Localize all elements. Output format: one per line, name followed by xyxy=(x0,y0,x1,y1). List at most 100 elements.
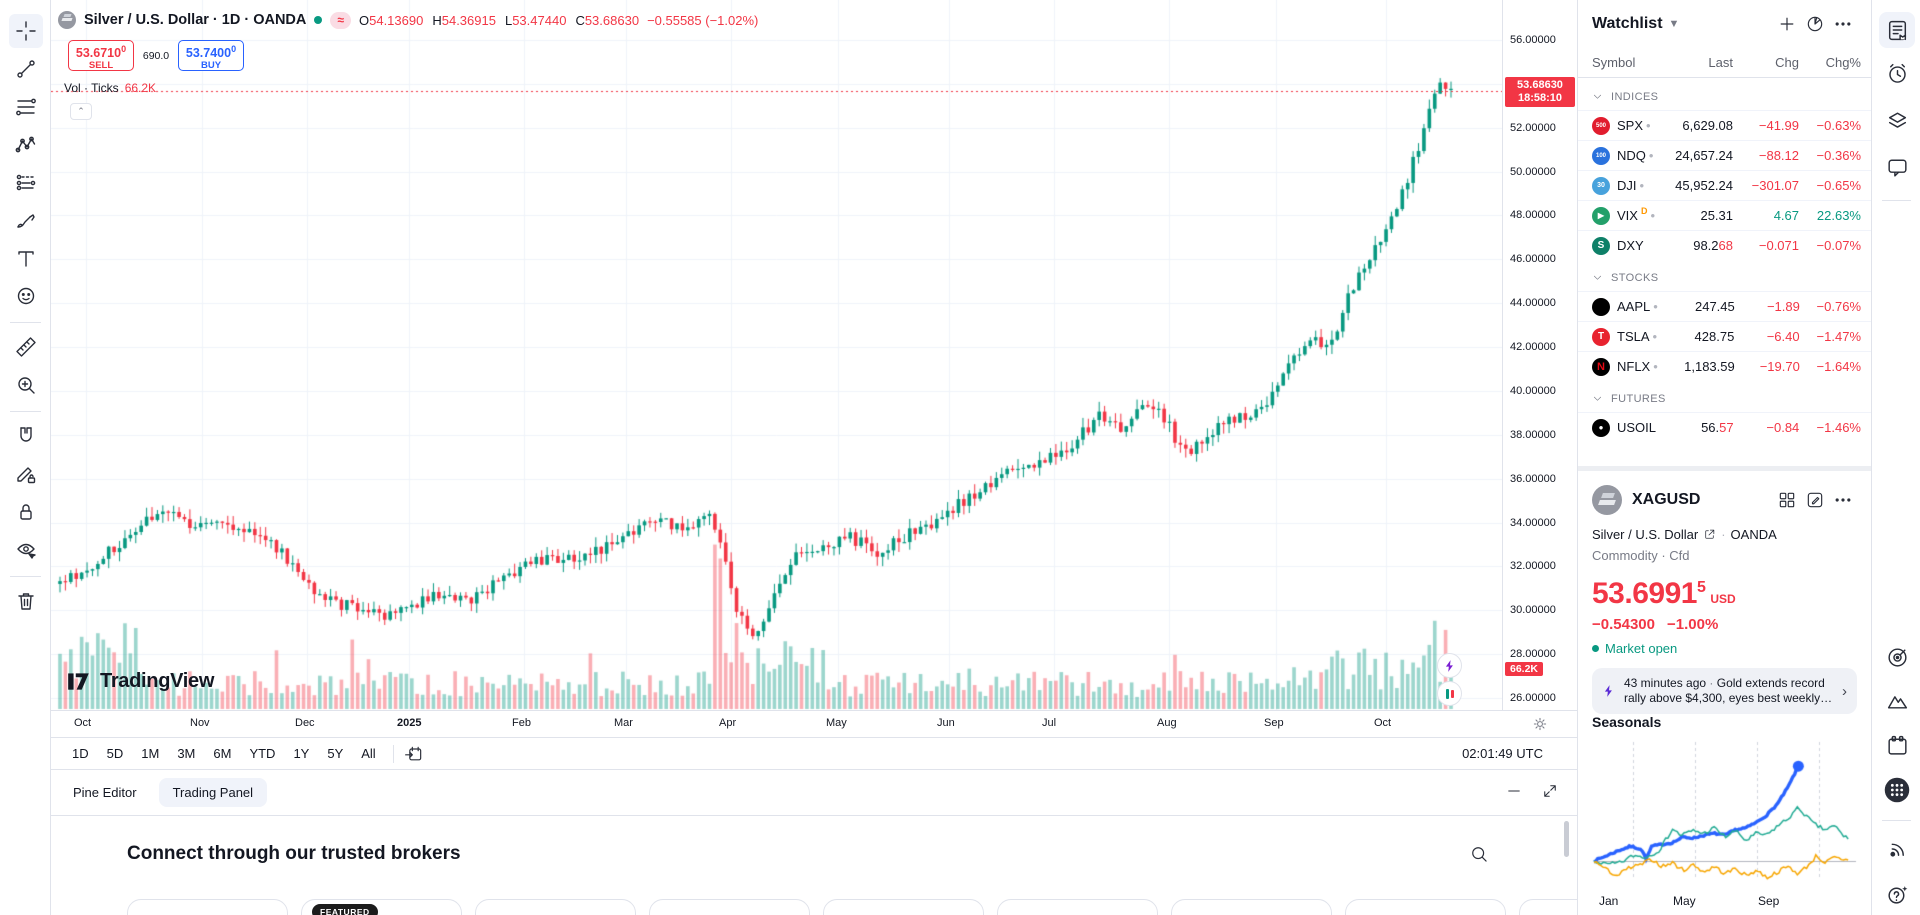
panel-divider[interactable] xyxy=(1578,466,1871,471)
buy-button[interactable]: 53.74000 BUY xyxy=(178,40,244,71)
watchlist-row-nflx[interactable]: N NFLX • 1,183.59 −19.70 −1.64% xyxy=(1578,351,1871,381)
range-button-1d[interactable]: 1D xyxy=(72,746,89,761)
range-button-5y[interactable]: 5Y xyxy=(327,746,344,761)
watchlist-section-indices[interactable]: INDICES xyxy=(1578,83,1871,110)
boost-button[interactable] xyxy=(1437,653,1462,678)
watchlist-title[interactable]: Watchlist xyxy=(1592,15,1663,32)
watchlist-row-dji[interactable]: 30 DJI • 45,952.24 −301.07 −0.65% xyxy=(1578,170,1871,200)
price-axis-label: 42.00000 xyxy=(1510,341,1556,354)
screener-strip-button[interactable] xyxy=(1879,639,1915,675)
remove-drawings-tool-button[interactable] xyxy=(9,584,43,618)
forecast-tool-button[interactable] xyxy=(9,165,43,199)
crosshair-tool-button[interactable] xyxy=(9,14,43,48)
symbol-detail-panel: XAGUSD Silver / U.S. Dollar · OANDA Comm… xyxy=(1578,471,1871,714)
range-button-5d[interactable]: 5D xyxy=(106,746,124,761)
watchlist-row-ndq[interactable]: 100 NDQ • 24,657.24 −88.12 −0.36% xyxy=(1578,140,1871,170)
time-axis[interactable]: Oct Nov Dec 2025 Feb Mar Apr May Jun Jul Aug Sep Oct xyxy=(51,710,1577,737)
watchlist-row-dxy[interactable]: S DXY 98.268 −0.071 −0.07% xyxy=(1578,230,1871,260)
magnet-tool-button[interactable] xyxy=(9,419,43,453)
watchlist-strip-button[interactable] xyxy=(1879,12,1915,48)
volume-legend[interactable]: Vol · Ticks 66.2K xyxy=(64,81,156,95)
zoom-in-tool-button[interactable] xyxy=(9,368,43,402)
range-button-all[interactable]: All xyxy=(361,746,376,761)
axis-settings-gear-icon[interactable] xyxy=(1531,715,1549,733)
layout-grid-button[interactable] xyxy=(1773,486,1801,514)
fib-retracement-tool-button[interactable] xyxy=(9,90,43,124)
object-tree-strip-button[interactable] xyxy=(1879,102,1915,138)
paper-trading-button[interactable] xyxy=(1437,681,1462,706)
chart-legend-header[interactable]: Silver / U.S. Dollar · 1D · OANDA ≈ O54.… xyxy=(58,8,758,32)
lock-all-tool-button[interactable] xyxy=(9,495,43,529)
pattern-tool-button[interactable] xyxy=(9,128,43,162)
minimize-panel-icon[interactable] xyxy=(1505,782,1523,800)
watchlist-columns[interactable]: Symbol Last Chg Chg% xyxy=(1578,48,1871,78)
trend-line-tool-button[interactable] xyxy=(9,52,43,86)
tab-trading-panel[interactable]: Trading Panel xyxy=(158,778,268,807)
chevron-down-icon[interactable]: ▼ xyxy=(1668,18,1680,30)
seasonals-title[interactable]: Seasonals xyxy=(1592,714,1662,730)
go-to-date-button[interactable] xyxy=(402,742,426,766)
delayed-data-icon[interactable]: ≈ xyxy=(330,11,351,29)
measure-tool-button[interactable] xyxy=(9,330,43,364)
price-axis-label: 46.00000 xyxy=(1510,253,1556,266)
news-headline-pill[interactable]: 43 minutes agoGold extends record rally … xyxy=(1592,668,1857,714)
scrollbar-thumb[interactable] xyxy=(1564,821,1569,857)
range-button-3m[interactable]: 3M xyxy=(177,746,196,761)
feed-strip-button[interactable] xyxy=(1879,831,1915,867)
tab-pine-editor[interactable]: Pine Editor xyxy=(73,785,137,800)
broker-search-icon[interactable] xyxy=(1469,844,1489,864)
emoji-tool-button[interactable] xyxy=(9,279,43,313)
watchlist-row-usoil[interactable]: ● USOIL 56.57 −0.84 −1.46% xyxy=(1578,412,1871,442)
range-button-1y[interactable]: 1Y xyxy=(293,746,310,761)
chat-strip-button[interactable] xyxy=(1879,149,1915,185)
edit-note-button[interactable] xyxy=(1801,486,1829,514)
price-axis-label: 40.00000 xyxy=(1510,384,1556,397)
watchlist-menu-button[interactable] xyxy=(1829,10,1857,38)
broker-card[interactable] xyxy=(1171,899,1332,915)
text-tool-button[interactable] xyxy=(9,241,43,275)
external-link-icon[interactable] xyxy=(1703,528,1716,541)
add-symbol-button[interactable] xyxy=(1773,10,1801,38)
broker-card[interactable] xyxy=(1519,899,1577,915)
price-chart-canvas[interactable] xyxy=(51,0,1502,710)
broker-card[interactable] xyxy=(649,899,810,915)
range-button-6m[interactable]: 6M xyxy=(213,746,232,761)
broker-card[interactable] xyxy=(127,899,288,915)
legend-collapse-button[interactable]: ⌃ xyxy=(70,103,92,120)
ideas-strip-button[interactable] xyxy=(1879,682,1915,718)
price-axis-label: 38.00000 xyxy=(1510,428,1556,441)
watchlist-row-tsla[interactable]: T TSLA • 428.75 −6.40 −1.47% xyxy=(1578,321,1871,351)
heatmap-button[interactable] xyxy=(1801,10,1829,38)
brush-tool-button[interactable] xyxy=(9,203,43,237)
broker-card[interactable] xyxy=(823,899,984,915)
ohlc-value: H54.36915 xyxy=(432,12,496,28)
help-strip-button[interactable] xyxy=(1879,876,1915,912)
apps-menu-strip-button[interactable] xyxy=(1879,772,1915,808)
watchlist-section-futures[interactable]: FUTURES xyxy=(1578,385,1871,412)
clock-utc[interactable]: 02:01:49 UTC xyxy=(1462,746,1543,761)
symbol-full-name[interactable]: Silver / U.S. Dollar xyxy=(1592,527,1699,542)
expand-panel-icon[interactable] xyxy=(1541,782,1559,800)
sell-button[interactable]: 53.67100 SELL xyxy=(68,40,134,71)
watchlist-row-aapl[interactable]: AAPL • 247.45 −1.89 −0.76% xyxy=(1578,291,1871,321)
symbol-title[interactable]: Silver / U.S. Dollar · 1D · OANDA xyxy=(84,12,307,28)
range-button-1m[interactable]: 1M xyxy=(141,746,160,761)
alerts-strip-button[interactable] xyxy=(1879,55,1915,91)
broker-card[interactable] xyxy=(997,899,1158,915)
broker-card[interactable] xyxy=(475,899,636,915)
watchlist-row-spx[interactable]: 500 SPX • 6,629.08 −41.99 −0.63% xyxy=(1578,110,1871,140)
price-axis[interactable]: 56.0000054.0000052.0000050.0000048.00000… xyxy=(1502,0,1577,710)
seasonals-chart-canvas[interactable] xyxy=(1586,736,1864,888)
range-button-ytd[interactable]: YTD xyxy=(249,746,276,761)
watchlist-section-stocks[interactable]: STOCKS xyxy=(1578,264,1871,291)
broker-card[interactable]: FEATURED xyxy=(301,899,462,915)
symbol-menu-button[interactable] xyxy=(1829,486,1857,514)
hide-drawings-tool-button[interactable] xyxy=(9,533,43,567)
drawing-lock-tool-button[interactable] xyxy=(9,457,43,491)
watchlist-row-vix[interactable]: ▶ VIX D • 25.31 4.67 22.63% xyxy=(1578,200,1871,230)
usoil-logo-icon: ● xyxy=(1592,418,1610,437)
price-axis-label: 50.00000 xyxy=(1510,165,1556,178)
tradingview-logo[interactable]: TradingView xyxy=(66,668,214,694)
broker-card[interactable] xyxy=(1345,899,1506,915)
calendar-strip-button[interactable] xyxy=(1879,727,1915,763)
